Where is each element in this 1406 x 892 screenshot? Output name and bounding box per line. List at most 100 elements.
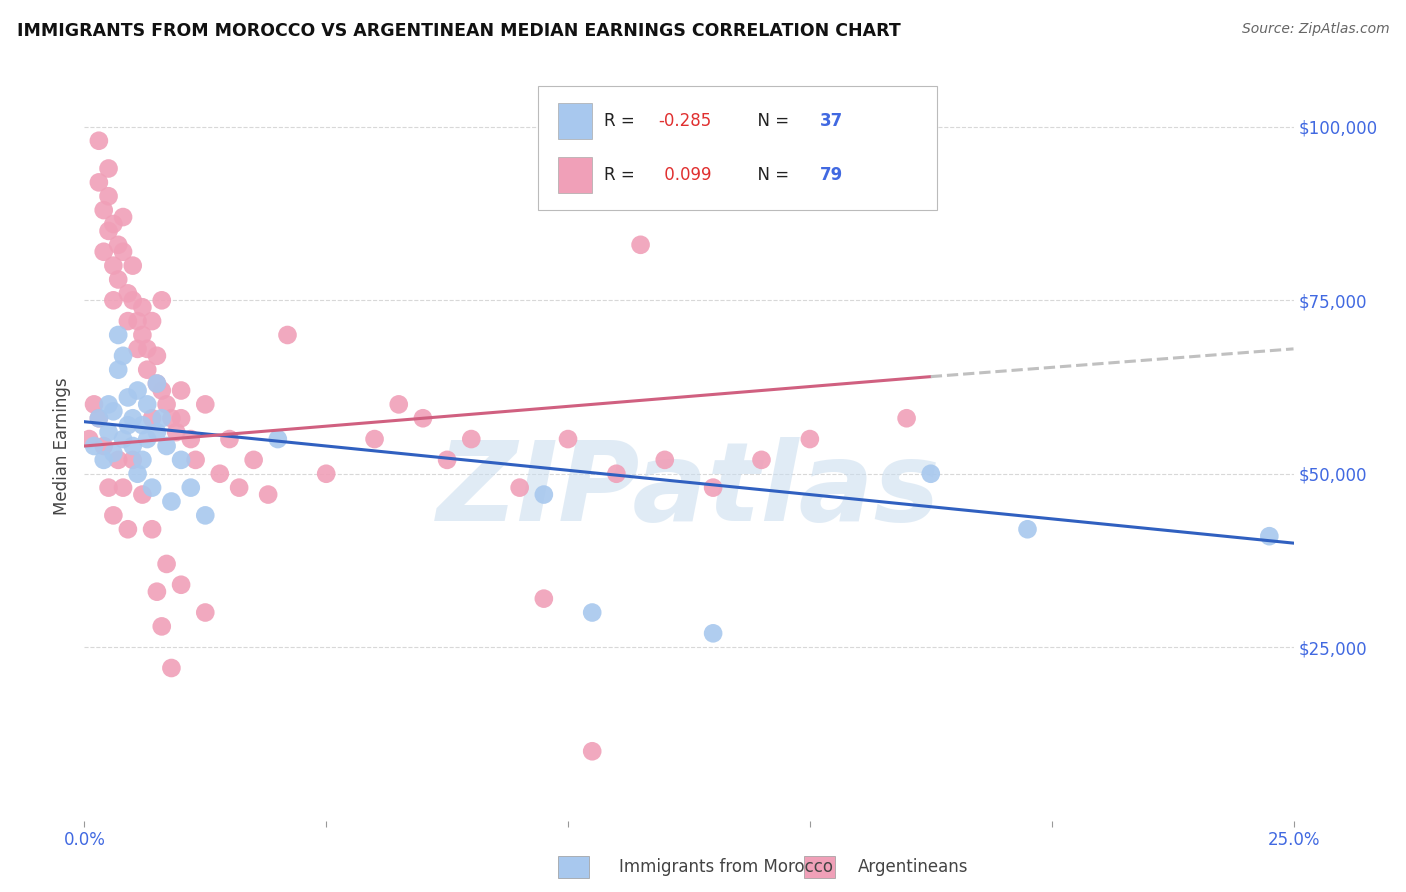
Point	[141, 481, 163, 495]
Point	[103, 404, 125, 418]
Point	[184, 453, 207, 467]
Point	[117, 286, 139, 301]
Point	[146, 376, 169, 391]
Point	[97, 397, 120, 411]
Text: Immigrants from Morocco: Immigrants from Morocco	[619, 858, 832, 876]
Point	[146, 584, 169, 599]
Point	[93, 244, 115, 259]
Point	[117, 314, 139, 328]
Point	[127, 467, 149, 481]
Point	[103, 217, 125, 231]
Point	[97, 161, 120, 176]
Point	[146, 376, 169, 391]
Point	[150, 384, 173, 398]
Point	[131, 487, 153, 501]
Point	[87, 411, 110, 425]
Point	[170, 411, 193, 425]
Point	[605, 467, 627, 481]
Point	[170, 384, 193, 398]
Point	[194, 508, 217, 523]
Point	[87, 175, 110, 189]
Point	[581, 606, 603, 620]
Point	[83, 439, 105, 453]
Point	[180, 481, 202, 495]
Text: N =: N =	[747, 112, 794, 130]
Point	[141, 411, 163, 425]
FancyBboxPatch shape	[558, 856, 589, 878]
Point	[150, 619, 173, 633]
Point	[136, 432, 159, 446]
Point	[155, 397, 177, 411]
Point	[93, 439, 115, 453]
Point	[267, 432, 290, 446]
Text: Source: ZipAtlas.com: Source: ZipAtlas.com	[1241, 22, 1389, 37]
Text: ZIPatlas: ZIPatlas	[437, 437, 941, 544]
Point	[509, 481, 531, 495]
Point	[87, 134, 110, 148]
Point	[170, 578, 193, 592]
FancyBboxPatch shape	[804, 856, 835, 878]
Point	[112, 432, 135, 446]
Text: Argentineans: Argentineans	[858, 858, 969, 876]
Point	[228, 481, 250, 495]
Point	[180, 432, 202, 446]
Point	[131, 300, 153, 314]
Point	[146, 349, 169, 363]
Text: IMMIGRANTS FROM MOROCCO VS ARGENTINEAN MEDIAN EARNINGS CORRELATION CHART: IMMIGRANTS FROM MOROCCO VS ARGENTINEAN M…	[17, 22, 901, 40]
Point	[83, 397, 105, 411]
Point	[103, 508, 125, 523]
Point	[127, 314, 149, 328]
Point	[93, 453, 115, 467]
Point	[107, 237, 129, 252]
Point	[436, 453, 458, 467]
Point	[117, 522, 139, 536]
Point	[127, 342, 149, 356]
Point	[97, 189, 120, 203]
Point	[121, 411, 143, 425]
FancyBboxPatch shape	[558, 103, 592, 139]
Point	[117, 418, 139, 433]
Point	[160, 494, 183, 508]
Point	[150, 411, 173, 425]
Point	[155, 557, 177, 571]
Point	[165, 425, 187, 439]
Point	[1017, 522, 1039, 536]
Point	[896, 411, 918, 425]
Point	[136, 397, 159, 411]
Point	[557, 432, 579, 446]
Point	[460, 432, 482, 446]
Point	[160, 661, 183, 675]
Point	[194, 606, 217, 620]
Point	[107, 453, 129, 467]
Point	[702, 626, 724, 640]
Point	[533, 487, 555, 501]
Text: 0.099: 0.099	[659, 166, 711, 184]
Point	[194, 397, 217, 411]
Point	[136, 342, 159, 356]
Text: N =: N =	[747, 166, 794, 184]
Text: 79: 79	[820, 166, 842, 184]
Point	[146, 425, 169, 439]
Text: -0.285: -0.285	[659, 112, 711, 130]
Point	[97, 224, 120, 238]
Point	[218, 432, 240, 446]
Text: R =: R =	[605, 112, 640, 130]
Point	[131, 418, 153, 433]
Point	[155, 439, 177, 453]
Point	[412, 411, 434, 425]
Point	[87, 411, 110, 425]
Text: R =: R =	[605, 166, 640, 184]
Point	[107, 272, 129, 286]
Point	[121, 453, 143, 467]
Point	[117, 391, 139, 405]
Point	[630, 237, 652, 252]
Point	[799, 432, 821, 446]
Point	[242, 453, 264, 467]
Point	[533, 591, 555, 606]
Point	[103, 259, 125, 273]
Point	[654, 453, 676, 467]
Point	[920, 467, 942, 481]
FancyBboxPatch shape	[538, 87, 936, 210]
Point	[127, 384, 149, 398]
Point	[141, 314, 163, 328]
